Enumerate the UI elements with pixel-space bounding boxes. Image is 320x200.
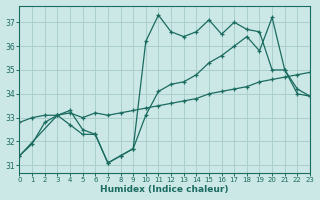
X-axis label: Humidex (Indice chaleur): Humidex (Indice chaleur) [100,185,229,194]
